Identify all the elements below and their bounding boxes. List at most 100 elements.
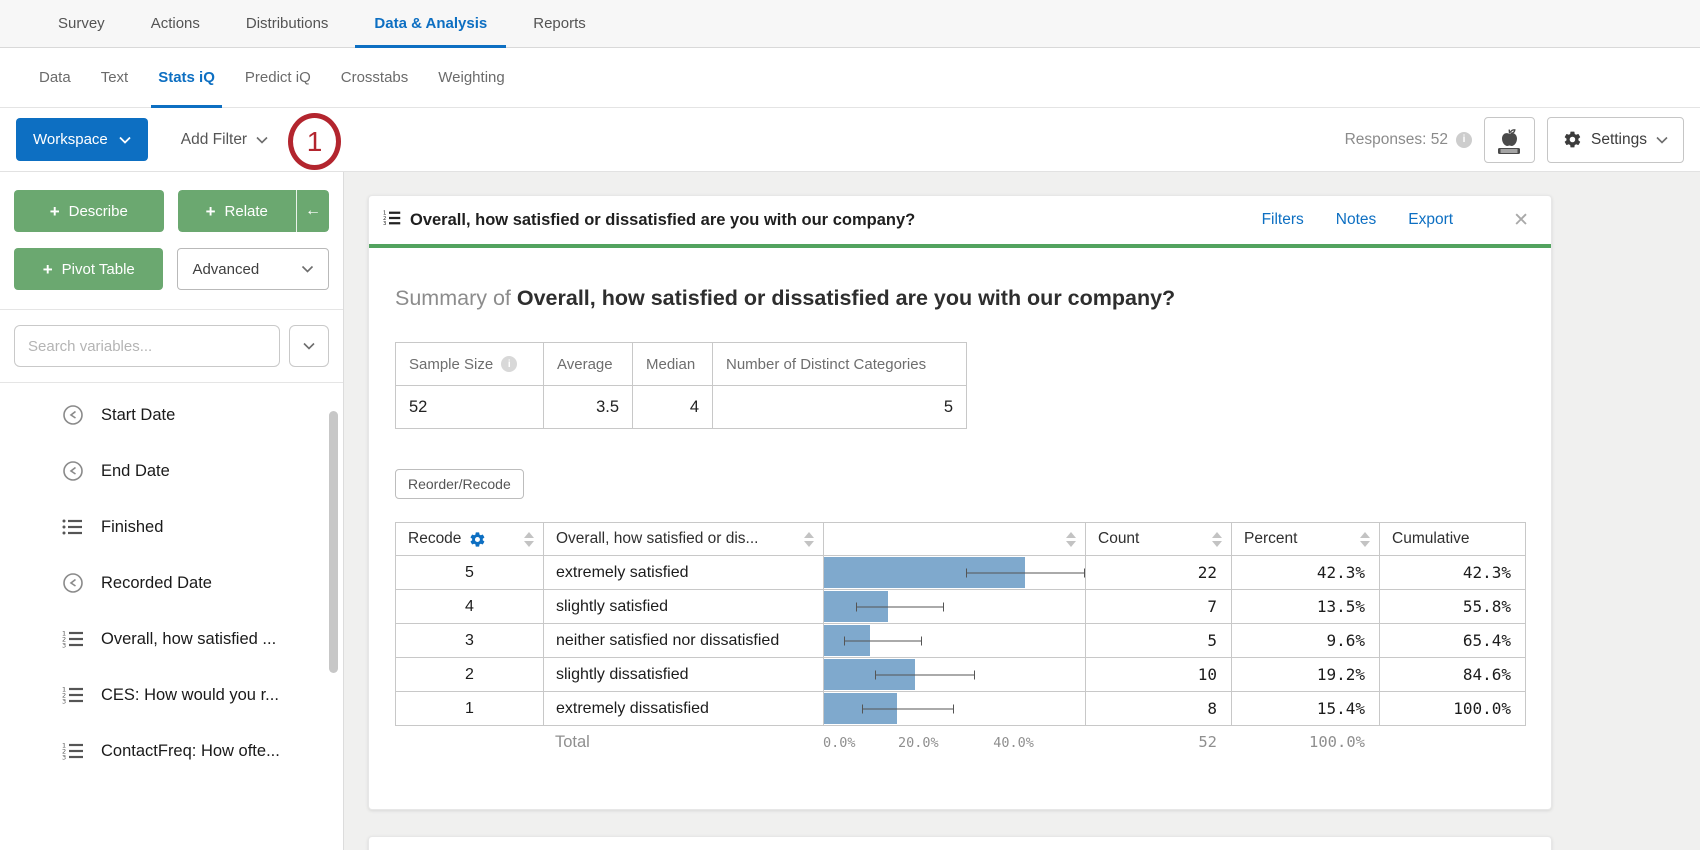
- top-navigation: Survey Actions Distributions Data & Anal…: [0, 0, 1700, 48]
- tab-reports[interactable]: Reports: [510, 0, 609, 47]
- x-axis-ticks: 0.0% 20.0% 40.0%: [823, 733, 1085, 752]
- cumulative-value: 55.8%: [1380, 590, 1526, 624]
- search-options-dropdown[interactable]: [289, 325, 329, 367]
- workspace-content: 123 Overall, how satisfied or dissatisfi…: [344, 172, 1700, 850]
- close-icon[interactable]: ✕: [1513, 211, 1529, 230]
- recode-value: 5: [396, 556, 544, 590]
- axis-tick: 0.0%: [823, 735, 856, 751]
- workspace-button[interactable]: Workspace: [16, 118, 148, 161]
- annotation-step-1-badge: 1: [288, 113, 341, 170]
- variable-finished[interactable]: Finished: [0, 499, 343, 555]
- subtab-data[interactable]: Data: [24, 48, 86, 107]
- variable-recorded-date[interactable]: Recorded Date: [0, 555, 343, 611]
- count-column-header[interactable]: Count: [1086, 523, 1232, 556]
- sort-icon[interactable]: [1360, 532, 1370, 547]
- tab-data-and-analysis[interactable]: Data & Analysis: [351, 0, 510, 47]
- chevron-down-icon: [256, 136, 268, 144]
- total-label: Total: [543, 733, 823, 752]
- variable-label: ContactFreq: How ofte...: [101, 742, 280, 761]
- export-link[interactable]: Export: [1408, 211, 1453, 229]
- gear-icon[interactable]: [469, 531, 486, 548]
- subtab-predict-iq[interactable]: Predict iQ: [230, 48, 326, 107]
- numbered-list-icon: 123: [60, 739, 86, 763]
- scrollbar-thumb[interactable]: [329, 411, 338, 673]
- collapse-sidebar-button[interactable]: ←: [296, 190, 329, 232]
- left-arrow-icon: ←: [305, 202, 321, 220]
- sort-icon[interactable]: [524, 532, 534, 547]
- cumulative-value: 84.6%: [1380, 658, 1526, 692]
- summary-heading: Summary of Overall, how satisfied or dis…: [395, 286, 1525, 311]
- sub-navigation: Data Text Stats iQ Predict iQ Crosstabs …: [0, 48, 1700, 108]
- responses-count: Responses: 52 i: [1345, 131, 1472, 149]
- tab-actions[interactable]: Actions: [128, 0, 223, 47]
- count-value: 22: [1086, 556, 1232, 590]
- percent-value: 15.4%: [1232, 692, 1380, 726]
- reorder-recode-button[interactable]: Reorder/Recode: [395, 469, 524, 499]
- table-row[interactable]: 2 slightly dissatisfied 10 19.2% 84.6%: [396, 658, 1526, 692]
- variable-ces[interactable]: 123 CES: How would you r...: [0, 667, 343, 723]
- search-variables-input[interactable]: [14, 325, 280, 367]
- variable-contactfreq[interactable]: 123 ContactFreq: How ofte...: [0, 723, 343, 779]
- describe-button[interactable]: + Describe: [14, 190, 164, 232]
- count-value: 5: [1086, 624, 1232, 658]
- bar-cell: [824, 590, 1086, 624]
- category-label: slightly dissatisfied: [544, 658, 824, 692]
- average-value: 3.5: [544, 386, 633, 429]
- tab-distributions[interactable]: Distributions: [223, 0, 352, 47]
- table-row[interactable]: 5 extremely satisfied 22 42.3% 42.3%: [396, 556, 1526, 590]
- percent-column-header[interactable]: Percent: [1232, 523, 1380, 556]
- category-label: extremely dissatisfied: [544, 692, 824, 726]
- variable-end-date[interactable]: End Date: [0, 443, 343, 499]
- svg-text:3: 3: [62, 753, 66, 761]
- subtab-text[interactable]: Text: [86, 48, 144, 107]
- bar-column-header[interactable]: [824, 523, 1086, 556]
- chevron-down-icon: [303, 342, 315, 350]
- svg-text:3: 3: [383, 221, 386, 227]
- notes-link[interactable]: Notes: [1336, 211, 1377, 229]
- subtab-crosstabs[interactable]: Crosstabs: [326, 48, 424, 107]
- table-row[interactable]: 4 slightly satisfied 7 13.5% 55.8%: [396, 590, 1526, 624]
- info-icon[interactable]: i: [501, 356, 517, 372]
- median-value: 4: [633, 386, 713, 429]
- sample-size-header: Sample Sizei: [396, 343, 544, 386]
- sort-icon[interactable]: [1066, 532, 1076, 547]
- relate-button[interactable]: + Relate: [178, 190, 297, 232]
- learning-resources-button[interactable]: [1484, 117, 1535, 163]
- cumulative-value: 65.4%: [1380, 624, 1526, 658]
- settings-button[interactable]: Settings: [1547, 117, 1684, 163]
- add-filter-button[interactable]: Add Filter: [181, 131, 268, 149]
- chevron-down-icon: [1656, 136, 1668, 144]
- variable-start-date[interactable]: Start Date: [0, 387, 343, 443]
- sort-icon[interactable]: [804, 532, 814, 547]
- sort-icon[interactable]: [1212, 532, 1222, 547]
- chevron-down-icon: [301, 265, 314, 273]
- table-row[interactable]: 3 neither satisfied nor dissatisfied 5 9…: [396, 624, 1526, 658]
- describe-label: Describe: [69, 203, 128, 220]
- pivot-table-button[interactable]: + Pivot Table: [14, 248, 163, 290]
- recode-column-header[interactable]: Recode: [396, 523, 544, 556]
- variable-overall-satisfaction[interactable]: 123 Overall, how satisfied ...: [0, 611, 343, 667]
- analysis-card: 123 Overall, how satisfied or dissatisfi…: [368, 195, 1552, 810]
- recode-value: 4: [396, 590, 544, 624]
- plus-icon: +: [206, 203, 216, 220]
- advanced-dropdown[interactable]: Advanced: [177, 248, 329, 290]
- tab-survey[interactable]: Survey: [35, 0, 128, 47]
- category-label: slightly satisfied: [544, 590, 824, 624]
- subtab-stats-iq[interactable]: Stats iQ: [143, 48, 230, 107]
- variables-sidebar: + Describe + Relate ← + Pivot Table: [0, 172, 344, 850]
- plus-icon: +: [50, 203, 60, 220]
- bar-cell: [824, 624, 1086, 658]
- table-row[interactable]: 1 extremely dissatisfied 8 15.4% 100.0%: [396, 692, 1526, 726]
- annotation-number: 1: [307, 126, 323, 158]
- summary-question: Overall, how satisfied or dissatisfied a…: [517, 286, 1175, 310]
- question-column-header[interactable]: Overall, how satisfied or dis...: [544, 523, 824, 556]
- spacer: [395, 733, 543, 752]
- variable-label: Recorded Date: [101, 574, 212, 593]
- numbered-list-icon: 123: [383, 209, 401, 232]
- card-title: Overall, how satisfied or dissatisfied a…: [410, 211, 1262, 230]
- cumulative-column-header[interactable]: Cumulative: [1380, 523, 1526, 556]
- filters-link[interactable]: Filters: [1262, 211, 1304, 229]
- info-icon[interactable]: i: [1456, 132, 1472, 148]
- cumulative-value: 100.0%: [1380, 692, 1526, 726]
- subtab-weighting[interactable]: Weighting: [423, 48, 519, 107]
